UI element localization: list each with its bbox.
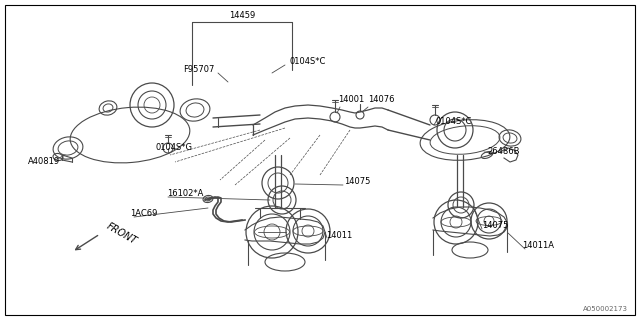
Text: 0104S*C: 0104S*C <box>290 58 326 67</box>
Text: 14076: 14076 <box>368 95 394 105</box>
Text: 14075: 14075 <box>344 178 371 187</box>
Text: 16102*A: 16102*A <box>167 188 204 197</box>
Text: 1AC69: 1AC69 <box>130 210 157 219</box>
Text: F95707: F95707 <box>184 66 215 75</box>
Text: A40819: A40819 <box>28 157 60 166</box>
Text: 14075: 14075 <box>482 221 508 230</box>
Text: 14011A: 14011A <box>522 242 554 251</box>
Text: FRONT: FRONT <box>105 221 139 247</box>
Text: 26486B: 26486B <box>487 147 520 156</box>
Text: 14459: 14459 <box>229 11 255 20</box>
Text: 14001: 14001 <box>338 95 364 105</box>
Text: 14011: 14011 <box>326 231 352 241</box>
Text: A050002173: A050002173 <box>583 306 628 312</box>
Text: 0104S*G: 0104S*G <box>155 143 192 153</box>
Text: 0104S*C: 0104S*C <box>436 117 472 126</box>
